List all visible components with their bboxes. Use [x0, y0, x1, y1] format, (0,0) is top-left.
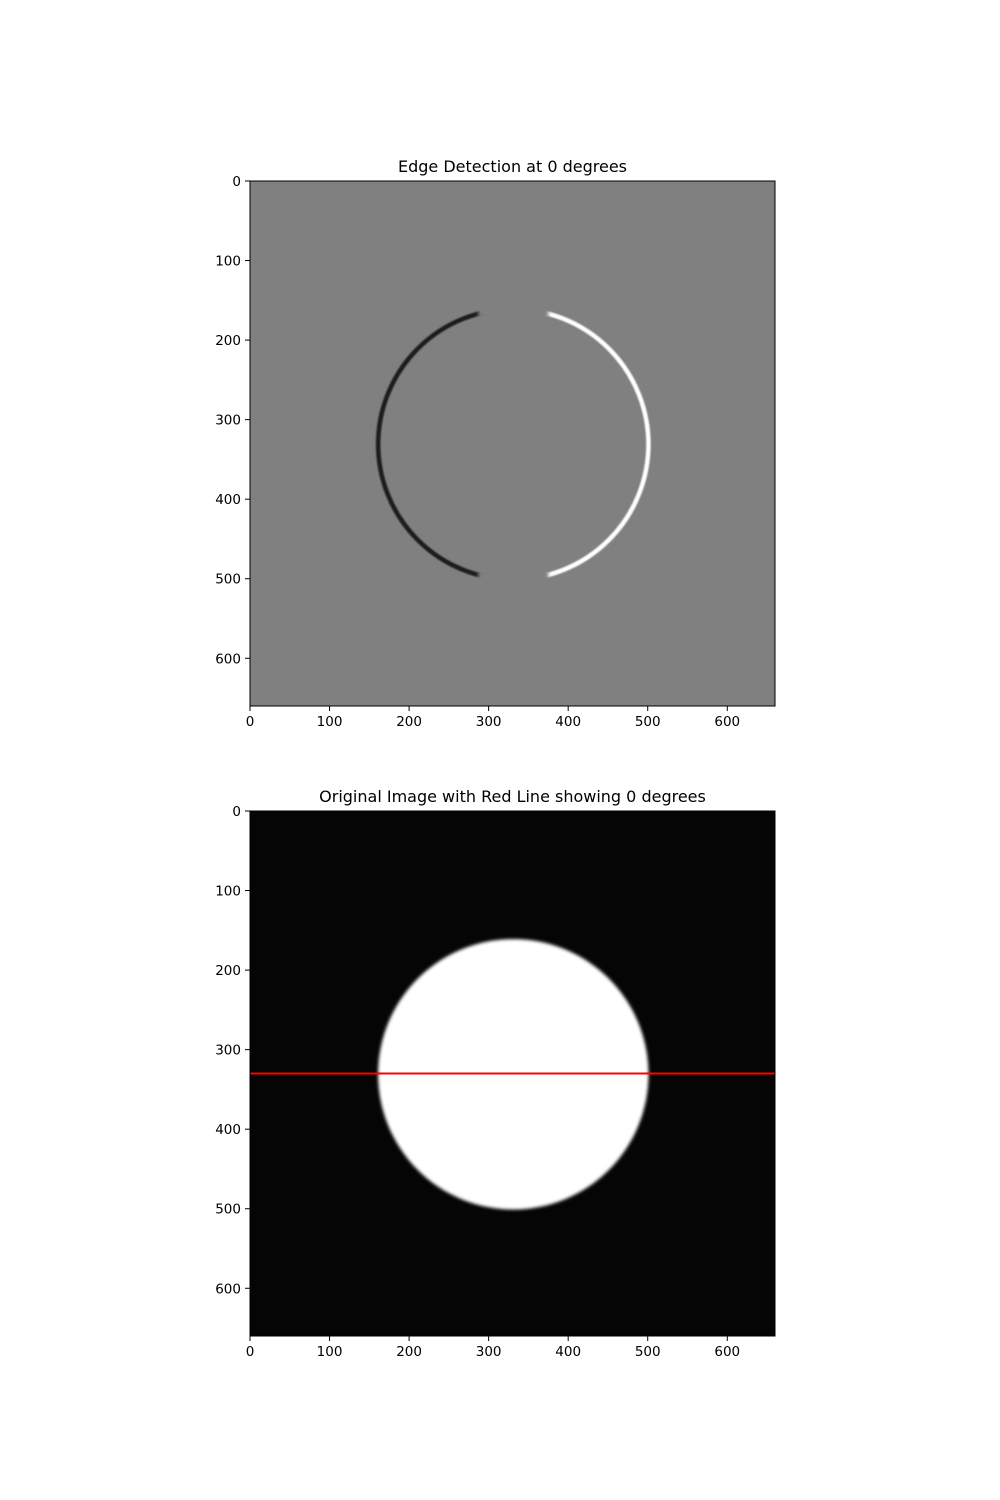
- y-tick-label: 300: [215, 1043, 241, 1059]
- x-tick-label: 100: [317, 1344, 343, 1360]
- edge-detection-title: Edge Detection at 0 degrees: [398, 157, 627, 176]
- original-image-y-axis: 0 100 200 300 400 500 600: [215, 804, 250, 1297]
- x-tick-label: 500: [635, 1344, 661, 1360]
- edge-fade-bottom: [478, 571, 549, 586]
- y-tick-label: 400: [215, 1122, 241, 1138]
- edge-bright-arc: [513, 306, 651, 582]
- x-tick-label: 200: [396, 1344, 422, 1360]
- y-tick-label: 600: [215, 651, 241, 667]
- x-tick-label: 400: [555, 1344, 581, 1360]
- y-tick-label: 500: [215, 572, 241, 588]
- x-tick-label: 600: [714, 1344, 740, 1360]
- edge-dark-arc: [375, 306, 514, 582]
- axes-frame: [249, 810, 776, 1337]
- y-tick-label: 0: [232, 804, 241, 820]
- x-tick-label: 300: [476, 714, 502, 730]
- edge-fade-top: [478, 303, 549, 318]
- edge-detection-plot-area: [249, 180, 776, 707]
- y-tick-label: 100: [215, 254, 241, 270]
- y-tick-label: 100: [215, 884, 241, 900]
- edge-detection-x-axis: 0 100 200 300 400 500 600: [246, 706, 740, 730]
- y-tick-label: 0: [232, 174, 241, 190]
- x-tick-label: 100: [317, 714, 343, 730]
- axes-frame: [249, 180, 776, 707]
- original-image-x-axis: 0 100 200 300 400 500 600: [246, 1336, 740, 1360]
- y-tick-label: 200: [215, 963, 241, 979]
- x-tick-label: 500: [635, 714, 661, 730]
- edge-detection-y-axis: 0 100 200 300 400 500 600: [215, 174, 250, 667]
- x-tick-label: 0: [246, 714, 255, 730]
- original-image-plot-area: [249, 810, 776, 1337]
- y-tick-label: 500: [215, 1202, 241, 1218]
- x-tick-label: 200: [396, 714, 422, 730]
- image-background: [250, 181, 775, 706]
- x-tick-label: 300: [476, 1344, 502, 1360]
- y-tick-label: 600: [215, 1281, 241, 1297]
- original-image-panel: Original Image with Red Line showing 0 d…: [215, 787, 776, 1360]
- x-tick-label: 600: [714, 714, 740, 730]
- y-tick-label: 200: [215, 333, 241, 349]
- y-tick-label: 300: [215, 413, 241, 429]
- original-image-title: Original Image with Red Line showing 0 d…: [319, 787, 706, 806]
- x-tick-label: 400: [555, 714, 581, 730]
- x-tick-label: 0: [246, 1344, 255, 1360]
- y-tick-label: 400: [215, 492, 241, 508]
- edge-detection-panel: Edge Detection at 0 degrees 0 100 200 300 40…: [215, 157, 776, 730]
